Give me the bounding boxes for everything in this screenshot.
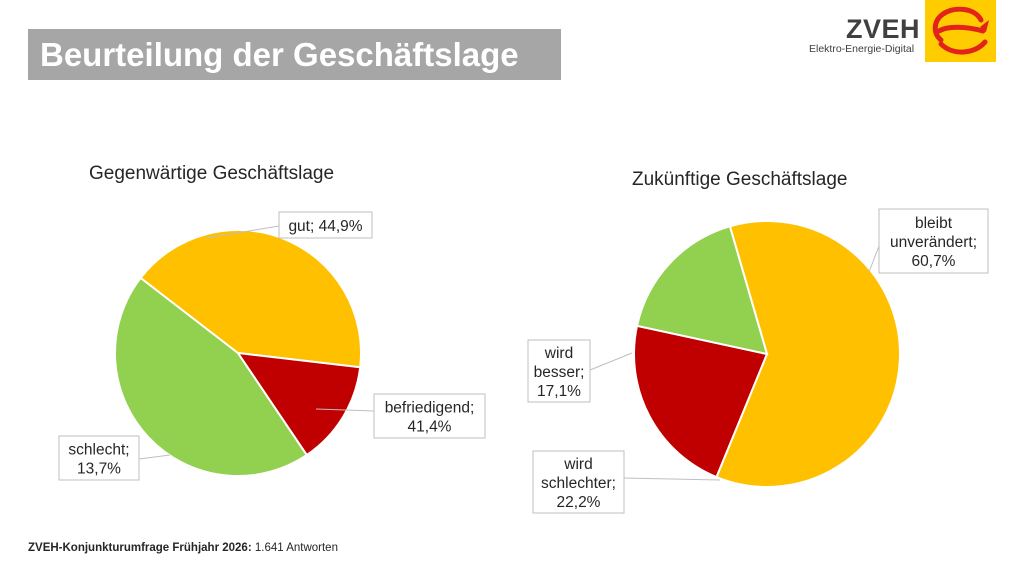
page-title: Beurteilung der Geschäftslage [40, 36, 519, 73]
pie-slice-current-gut [114, 276, 309, 478]
pie-slice-future-wird-schlechter [632, 324, 769, 479]
data-label-future-wird-besser: wird besser; 17,1% [527, 339, 633, 403]
footer-responses: 1.641 Antworten [254, 542, 338, 554]
logo-name: ZVEH [846, 14, 921, 44]
data-label-current-gut: gut; 44,9% [205, 211, 373, 239]
footer-note: ZVEH-Konjunkturumfrage Frühjahr 2026: 1.… [28, 542, 338, 554]
pie-slice-future-wird-besser [635, 225, 769, 356]
pie-slice-current-befriedigend [139, 229, 362, 369]
svg-text:schlecht;13,7%: schlecht; 13,7% [68, 442, 129, 478]
data-label-current-befriedigend: befriedigend; 41,4% [315, 393, 486, 439]
title-bar: Beurteilung der Geschäftslage [28, 29, 561, 80]
svg-text:befriedigend;41,4%: befriedigend; 41,4% [385, 400, 475, 436]
logo-icon [925, 0, 996, 62]
logo-subtitle: Elektro-Energie-Digital [809, 43, 915, 55]
footer-survey: ZVEH-Konjunkturumfrage [28, 542, 170, 554]
chart-title-future: Zukünftige Geschäftslage [632, 169, 848, 190]
chart-title-current: Gegenwärtige Geschäftslage [89, 163, 335, 184]
data-label-current-schlecht: schlecht; 13,7% [58, 435, 171, 481]
svg-text:gut; 44,9%: gut; 44,9% [288, 218, 362, 235]
pie-slice-future-bleibt-unverändert [715, 220, 901, 488]
data-label-future-bleibt-unverändert: bleibt unverändert; 60,7% [868, 208, 989, 274]
data-label-future-wird-schlechter: wird schlechter; 22,2% [532, 450, 721, 514]
pie-slice-current-schlecht [235, 351, 362, 457]
footer-period: Frühjahr 2026: [172, 542, 252, 554]
